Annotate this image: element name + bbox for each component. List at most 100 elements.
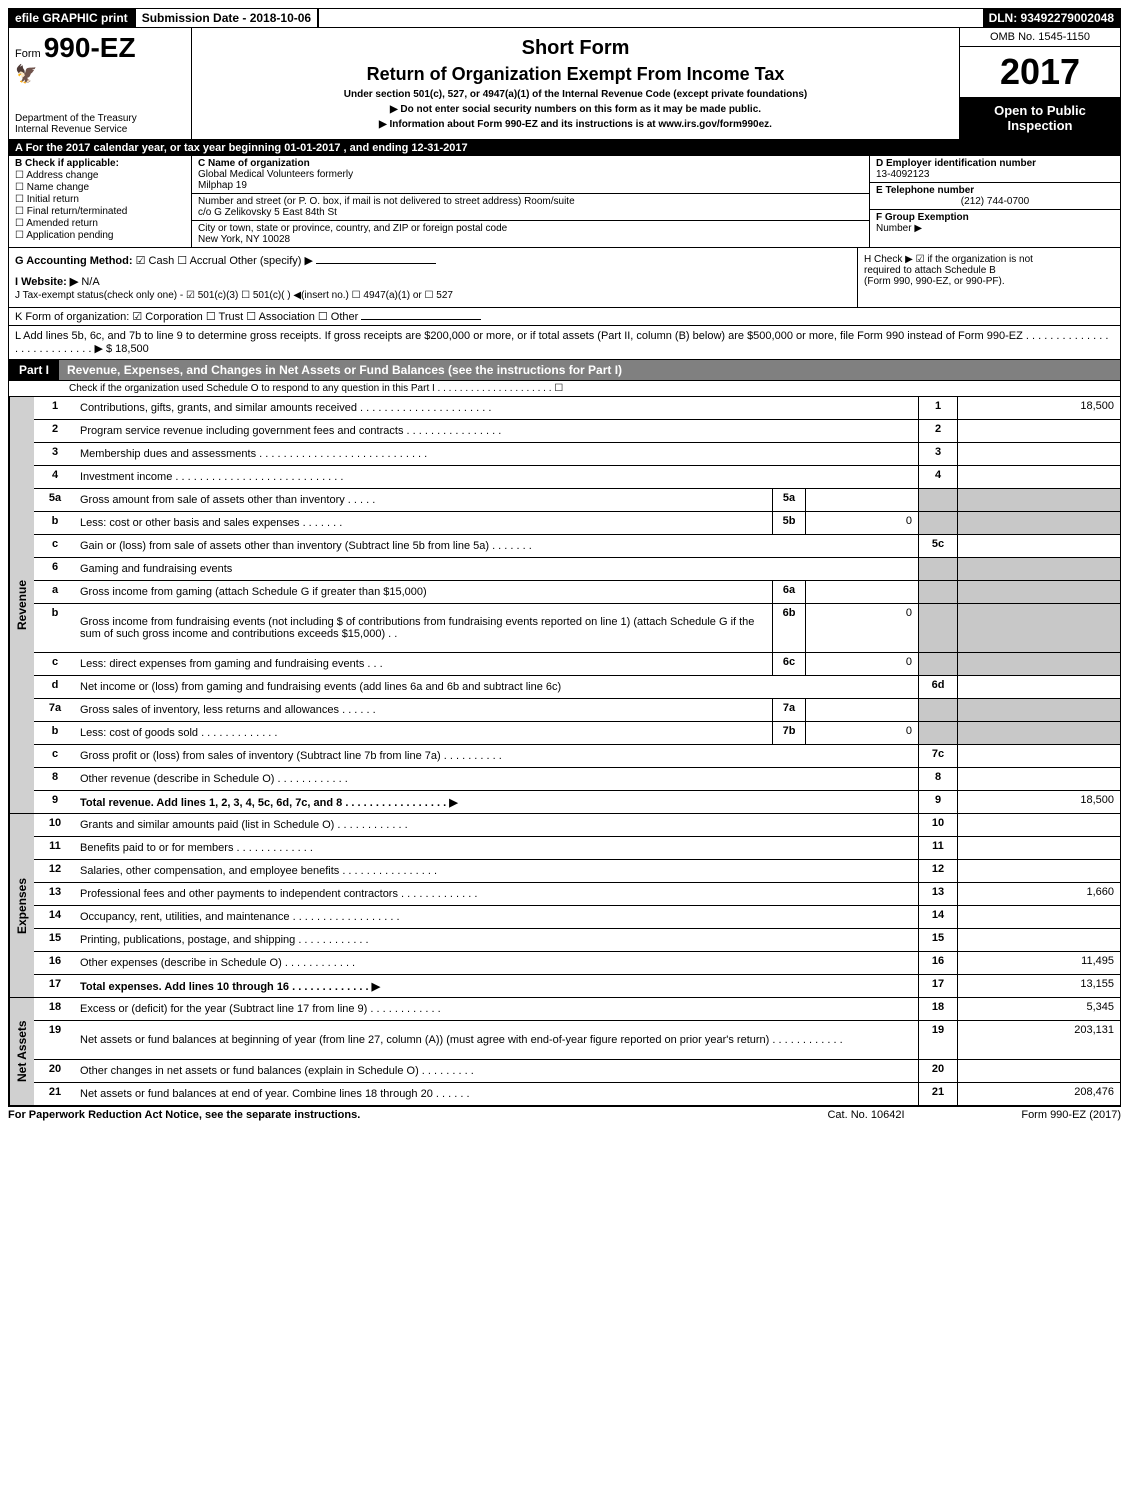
c-name-block: C Name of organization Global Medical Vo… (192, 156, 869, 194)
org-name-2: Milphap 19 (198, 180, 247, 191)
open-to-public: Open to Public Inspection (960, 97, 1120, 139)
cb-cash[interactable]: ☑ Cash (136, 255, 175, 267)
i-label: I Website: ▶ (15, 276, 78, 288)
footer-catno: Cat. No. 10642I (791, 1109, 941, 1121)
form-number: 990-EZ (44, 32, 136, 63)
header-right: OMB No. 1545-1150 2017 Open to Public In… (960, 28, 1120, 139)
part-1-label: Part I (9, 360, 59, 380)
line-16-value: 11,495 (957, 952, 1120, 974)
expenses-side-label: Expenses (9, 814, 34, 997)
f-group-block: F Group Exemption Number ▶ (870, 210, 1120, 236)
website-value: N/A (81, 276, 99, 288)
line-6a: aGross income from gaming (attach Schedu… (34, 581, 1120, 604)
line-19: 19Net assets or fund balances at beginni… (34, 1021, 1120, 1060)
line-5b: bLess: cost or other basis and sales exp… (34, 512, 1120, 535)
col-def: D Employer identification number 13-4092… (870, 156, 1120, 247)
footer-form-ref: Form 990-EZ (2017) (941, 1109, 1121, 1121)
header-middle: Short Form Return of Organization Exempt… (192, 28, 960, 139)
line-7a: 7aGross sales of inventory, less returns… (34, 699, 1120, 722)
line-10: 10Grants and similar amounts paid (list … (34, 814, 1120, 837)
g-other: Other (specify) ▶ (229, 255, 313, 267)
line-5c: cGain or (loss) from sale of assets othe… (34, 535, 1120, 558)
line-17-value: 13,155 (957, 975, 1120, 997)
line-15: 15Printing, publications, postage, and s… (34, 929, 1120, 952)
row-l-gross-receipts: L Add lines 5b, 6c, and 7b to line 9 to … (8, 326, 1121, 360)
page-footer: For Paperwork Reduction Act Notice, see … (8, 1106, 1121, 1121)
d-ein-block: D Employer identification number 13-4092… (870, 156, 1120, 183)
row-gh: G Accounting Method: ☑ Cash ☐ Accrual Ot… (8, 248, 1121, 308)
line-1-value: 18,500 (957, 397, 1120, 419)
part-1-title: Revenue, Expenses, and Changes in Net As… (59, 360, 1120, 380)
col-c-org: C Name of organization Global Medical Vo… (192, 156, 870, 247)
line-4: 4Investment income . . . . . . . . . . .… (34, 466, 1120, 489)
line-18-value: 5,345 (957, 998, 1120, 1020)
h-line2: required to attach Schedule B (864, 265, 1114, 276)
efile-label: efile GRAPHIC print (9, 9, 134, 27)
g-other-blank[interactable] (316, 263, 436, 264)
under-section-text: Under section 501(c), 527, or 4947(a)(1)… (198, 89, 953, 100)
line-6d: dNet income or (loss) from gaming and fu… (34, 676, 1120, 699)
omb-number: OMB No. 1545-1150 (960, 28, 1120, 47)
part-1-sub: Check if the organization used Schedule … (8, 381, 1121, 397)
section-bcdef: B Check if applicable: ☐ Address change … (8, 156, 1121, 248)
col-h-schedule-b: H Check ▶ ☑ if the organization is not r… (858, 248, 1120, 307)
row-k-form-org: K Form of organization: ☑ Corporation ☐ … (8, 308, 1121, 326)
line-18: 18Excess or (deficit) for the year (Subt… (34, 998, 1120, 1021)
line-7c: cGross profit or (loss) from sales of in… (34, 745, 1120, 768)
cb-accrual[interactable]: ☐ Accrual (177, 255, 226, 267)
cb-name-change[interactable]: ☐ Name change (15, 182, 185, 193)
line-21-value: 208,476 (957, 1083, 1120, 1105)
line-5b-value: 0 (805, 512, 918, 534)
c-city-block: City or town, state or province, country… (192, 221, 869, 247)
line-21: 21Net assets or fund balances at end of … (34, 1083, 1120, 1105)
form-header: Form 990-EZ 🦅 Department of the Treasury… (8, 28, 1121, 140)
form-prefix: Form (15, 48, 41, 60)
net-assets-section: Net Assets 18Excess or (deficit) for the… (8, 998, 1121, 1106)
line-6b-value: 0 (805, 604, 918, 652)
line-5a: 5aGross amount from sale of assets other… (34, 489, 1120, 512)
line-12: 12Salaries, other compensation, and empl… (34, 860, 1120, 883)
cb-address-change[interactable]: ☐ Address change (15, 170, 185, 181)
line-13-value: 1,660 (957, 883, 1120, 905)
h-line1: H Check ▶ ☑ if the organization is not (864, 254, 1114, 265)
k-other-blank[interactable] (361, 319, 481, 320)
line-6: 6Gaming and fundraising events (34, 558, 1120, 581)
line-17: 17Total expenses. Add lines 10 through 1… (34, 975, 1120, 997)
b-label: B Check if applicable: (15, 158, 185, 169)
line-7b: bLess: cost of goods sold . . . . . . . … (34, 722, 1120, 745)
c-address-block: Number and street (or P. O. box, if mail… (192, 194, 869, 221)
line-3: 3Membership dues and assessments . . . .… (34, 443, 1120, 466)
e-phone-block: E Telephone number (212) 744-0700 (870, 183, 1120, 210)
revenue-side-label: Revenue (9, 397, 34, 813)
line-1: 1Contributions, gifts, grants, and simil… (34, 397, 1120, 420)
netassets-side-label: Net Assets (9, 998, 34, 1105)
cb-application-pending[interactable]: ☐ Application pending (15, 230, 185, 241)
ssn-note: ▶ Do not enter social security numbers o… (198, 104, 953, 115)
line-6c-value: 0 (805, 653, 918, 675)
line-20: 20Other changes in net assets or fund ba… (34, 1060, 1120, 1083)
cb-amended-return[interactable]: ☐ Amended return (15, 218, 185, 229)
line-6b: bGross income from fundraising events (n… (34, 604, 1120, 653)
submission-date: Submission Date - 2018-10-06 (134, 9, 319, 27)
line-11: 11Benefits paid to or for members . . . … (34, 837, 1120, 860)
line-7b-value: 0 (805, 722, 918, 744)
col-b-check: B Check if applicable: ☐ Address change … (9, 156, 192, 247)
org-name: Global Medical Volunteers formerly (198, 169, 353, 180)
line-14: 14Occupancy, rent, utilities, and mainte… (34, 906, 1120, 929)
part-1-header: Part I Revenue, Expenses, and Changes in… (8, 360, 1121, 381)
revenue-section: Revenue 1Contributions, gifts, grants, a… (8, 397, 1121, 814)
row-a-tax-year: A For the 2017 calendar year, or tax yea… (8, 140, 1121, 156)
line-13: 13Professional fees and other payments t… (34, 883, 1120, 906)
org-street: c/o G Zelikovsky 5 East 84th St (198, 207, 337, 218)
cb-initial-return[interactable]: ☐ Initial return (15, 194, 185, 205)
line-19-value: 203,131 (957, 1021, 1120, 1059)
col-g-accounting: G Accounting Method: ☑ Cash ☐ Accrual Ot… (9, 248, 858, 307)
ein-value: 13-4092123 (876, 169, 929, 180)
line-16: 16Other expenses (describe in Schedule O… (34, 952, 1120, 975)
line-9-value: 18,500 (957, 791, 1120, 813)
line-9: 9Total revenue. Add lines 1, 2, 3, 4, 5c… (34, 791, 1120, 813)
line-6c: cLess: direct expenses from gaming and f… (34, 653, 1120, 676)
j-tax-status: J Tax-exempt status(check only one) - ☑ … (15, 290, 851, 301)
cb-final-return[interactable]: ☐ Final return/terminated (15, 206, 185, 217)
footer-paperwork: For Paperwork Reduction Act Notice, see … (8, 1109, 791, 1121)
